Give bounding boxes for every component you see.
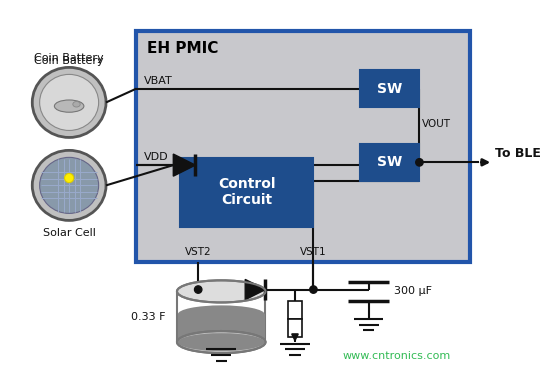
Text: 0.33 F: 0.33 F xyxy=(131,312,166,322)
Bar xyxy=(288,301,302,319)
Ellipse shape xyxy=(310,286,317,293)
Ellipse shape xyxy=(32,67,106,138)
Ellipse shape xyxy=(416,159,423,166)
Text: www.cntronics.com: www.cntronics.com xyxy=(342,351,450,361)
Text: VST1: VST1 xyxy=(300,247,327,257)
Bar xyxy=(178,314,265,342)
Ellipse shape xyxy=(64,173,74,183)
Bar xyxy=(360,144,420,181)
Ellipse shape xyxy=(194,286,202,293)
Ellipse shape xyxy=(39,74,99,130)
Text: Control
Circuit: Control Circuit xyxy=(218,177,275,207)
Text: SW: SW xyxy=(377,82,402,96)
Text: SW: SW xyxy=(377,155,402,169)
Text: VBAT: VBAT xyxy=(144,76,173,86)
Text: Coin Battery: Coin Battery xyxy=(35,55,104,66)
Text: VDD: VDD xyxy=(144,152,168,162)
Ellipse shape xyxy=(55,100,84,112)
Ellipse shape xyxy=(39,157,99,214)
Bar xyxy=(360,70,420,107)
Ellipse shape xyxy=(178,306,265,323)
Text: Solar Cell: Solar Cell xyxy=(43,228,96,238)
Ellipse shape xyxy=(32,150,106,220)
Text: VOUT: VOUT xyxy=(422,119,451,128)
Text: Coin Battery: Coin Battery xyxy=(35,53,104,63)
Text: 300 µF: 300 µF xyxy=(394,287,431,296)
Ellipse shape xyxy=(178,333,265,351)
Ellipse shape xyxy=(177,280,266,302)
Text: To BLE: To BLE xyxy=(495,147,540,160)
Bar xyxy=(137,32,470,262)
Bar xyxy=(288,319,302,337)
Ellipse shape xyxy=(177,331,266,353)
Polygon shape xyxy=(245,279,266,300)
Bar xyxy=(180,158,313,227)
Polygon shape xyxy=(173,154,195,176)
Text: EH PMIC: EH PMIC xyxy=(147,41,219,55)
Text: VST2: VST2 xyxy=(185,247,212,257)
Ellipse shape xyxy=(73,101,80,107)
